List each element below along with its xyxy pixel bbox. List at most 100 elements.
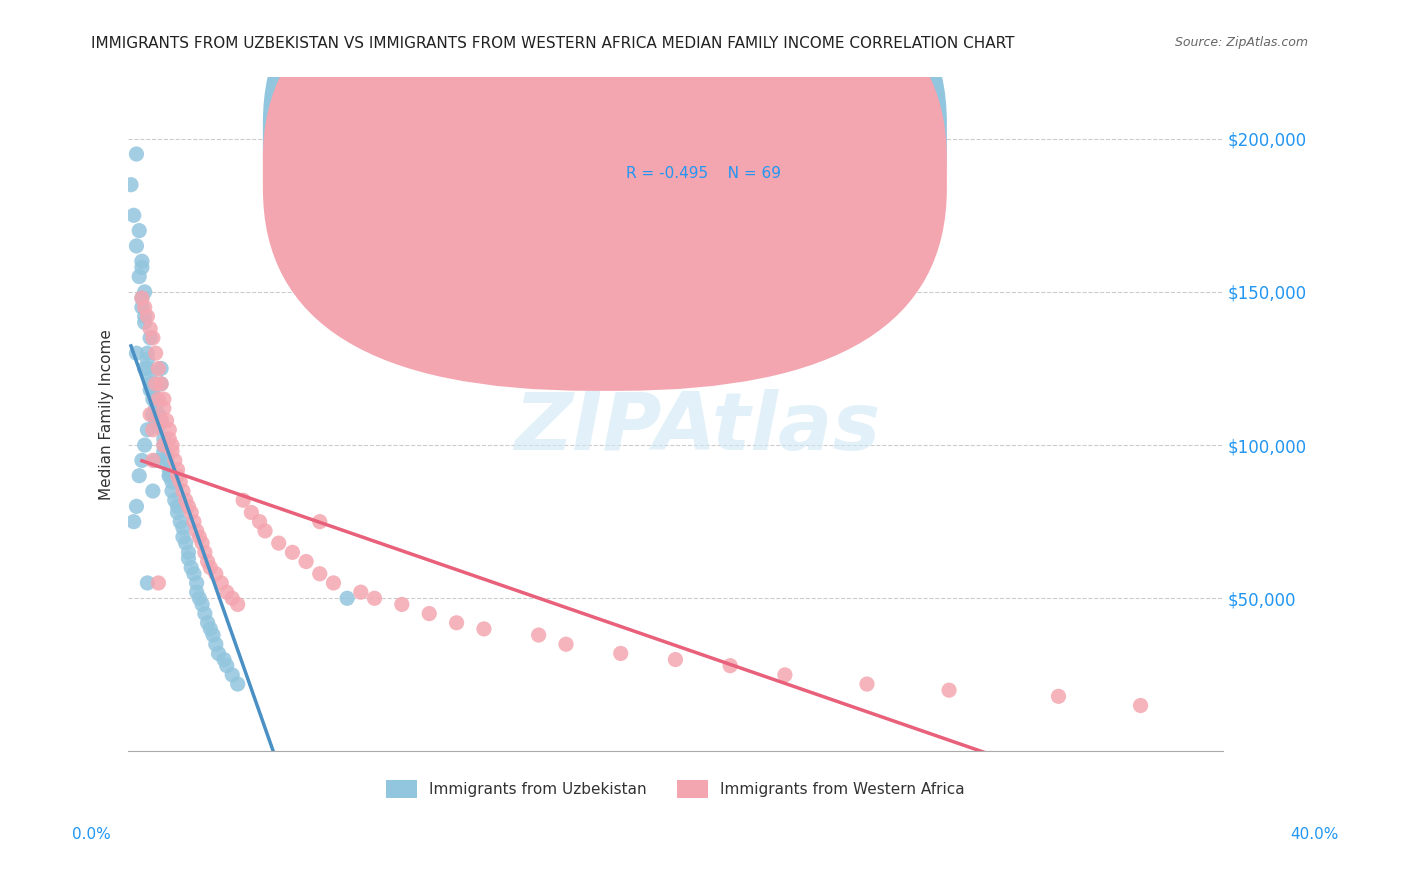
Point [128, 269, 150, 284]
Point [174, 493, 197, 508]
Text: ZIPAtlas: ZIPAtlas [515, 389, 880, 467]
Point [125, 346, 148, 360]
Point [122, 208, 145, 222]
Point [169, 515, 191, 529]
Point [186, 576, 208, 591]
Point [609, 647, 631, 661]
Point [204, 637, 226, 651]
Point [157, 468, 180, 483]
Point [142, 408, 165, 422]
Point [215, 585, 238, 599]
Point [150, 361, 173, 376]
Point [148, 408, 170, 422]
Y-axis label: Median Family Income: Median Family Income [100, 329, 114, 500]
Point [166, 500, 188, 514]
Point [249, 515, 271, 529]
Point [153, 438, 176, 452]
Point [209, 576, 232, 591]
Point [221, 668, 243, 682]
Point [150, 414, 173, 428]
Point [150, 376, 173, 391]
Point [160, 475, 183, 489]
Point [139, 321, 162, 335]
Point [555, 637, 578, 651]
Point [139, 383, 162, 397]
Point [166, 506, 188, 520]
Point [240, 506, 263, 520]
Point [136, 346, 159, 360]
Point [180, 560, 202, 574]
Point [160, 438, 183, 452]
Point [186, 585, 208, 599]
Point [136, 361, 159, 376]
Point [194, 607, 217, 621]
Point [194, 545, 217, 559]
Point [142, 483, 165, 498]
Point [145, 453, 167, 467]
Point [169, 475, 191, 489]
Point [160, 444, 183, 458]
Point [139, 370, 162, 384]
Point [139, 331, 162, 345]
Point [191, 598, 214, 612]
Point [142, 392, 165, 406]
Point [131, 260, 153, 275]
Point [718, 658, 741, 673]
Point [188, 530, 211, 544]
Point [153, 438, 176, 452]
Point [197, 615, 219, 630]
Point [183, 515, 205, 529]
Point [136, 352, 159, 367]
Point [221, 591, 243, 606]
FancyBboxPatch shape [263, 0, 946, 391]
Point [134, 361, 156, 376]
Point [142, 331, 165, 345]
Point [308, 566, 330, 581]
Point [174, 536, 197, 550]
Point [155, 453, 177, 467]
Point [139, 376, 162, 391]
Legend: Immigrants from Uzbekistan, Immigrants from Western Africa: Immigrants from Uzbekistan, Immigrants f… [380, 773, 970, 805]
Point [131, 291, 153, 305]
Point [131, 300, 153, 314]
Point [350, 585, 373, 599]
Point [136, 576, 159, 591]
Text: 40.0%: 40.0% [1291, 827, 1339, 841]
Point [212, 652, 235, 666]
Point [145, 414, 167, 428]
Text: R = -0.200    N = 79: R = -0.200 N = 79 [626, 130, 780, 145]
Point [172, 530, 194, 544]
Point [160, 483, 183, 498]
Point [281, 545, 304, 559]
Point [153, 444, 176, 458]
Point [180, 506, 202, 520]
Point [322, 576, 344, 591]
Point [200, 622, 222, 636]
Point [163, 493, 186, 508]
Point [120, 178, 142, 192]
Point [157, 423, 180, 437]
Point [418, 607, 440, 621]
Point [145, 392, 167, 406]
Point [186, 524, 208, 538]
Point [267, 536, 290, 550]
Point [938, 683, 960, 698]
Point [142, 453, 165, 467]
Point [125, 500, 148, 514]
Point [363, 591, 385, 606]
Point [226, 598, 249, 612]
Point [527, 628, 550, 642]
Point [664, 652, 686, 666]
Point [153, 392, 176, 406]
Point [150, 414, 173, 428]
Point [153, 432, 176, 446]
Point [128, 224, 150, 238]
Point [145, 376, 167, 391]
Point [202, 628, 225, 642]
Point [295, 554, 318, 568]
Point [145, 346, 167, 360]
Point [134, 438, 156, 452]
Point [1047, 690, 1070, 704]
Point [207, 647, 229, 661]
Point [157, 432, 180, 446]
